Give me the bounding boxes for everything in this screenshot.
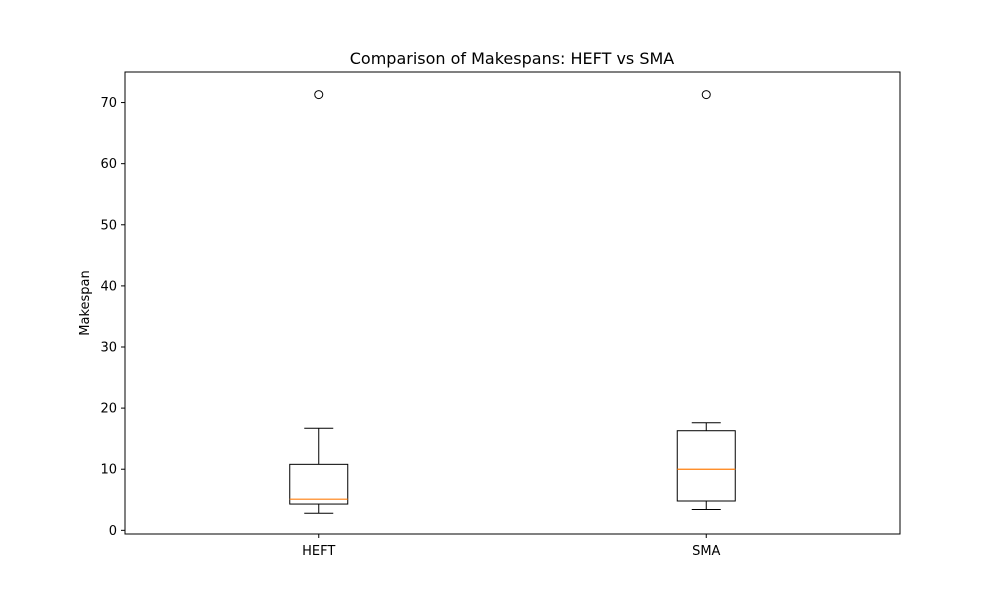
y-tick-label: 10 [100, 463, 117, 478]
outlier-point [314, 90, 324, 100]
y-tick-label: 50 [100, 218, 117, 233]
y-tick-label: 60 [100, 157, 117, 172]
y-tick-label: 30 [100, 341, 117, 356]
x-tick-label: SMA [692, 544, 720, 559]
outlier-point [701, 90, 711, 100]
plot-area: 0 10 20 30 40 50 60 70 HEFT SMA [100, 90, 736, 559]
box-iqr [676, 430, 736, 502]
x-tick-label: HEFT [302, 544, 335, 559]
y-tick-label: 0 [109, 524, 117, 539]
y-tick-label: 20 [100, 402, 117, 417]
y-tick-label: 70 [100, 96, 117, 111]
y-tick-label: 40 [100, 279, 117, 294]
chart-title: Comparison of Makespans: HEFT vs SMA [350, 49, 675, 68]
box-iqr [289, 463, 349, 505]
y-axis-label: Makespan [78, 270, 93, 335]
plot-frame [124, 71, 901, 535]
